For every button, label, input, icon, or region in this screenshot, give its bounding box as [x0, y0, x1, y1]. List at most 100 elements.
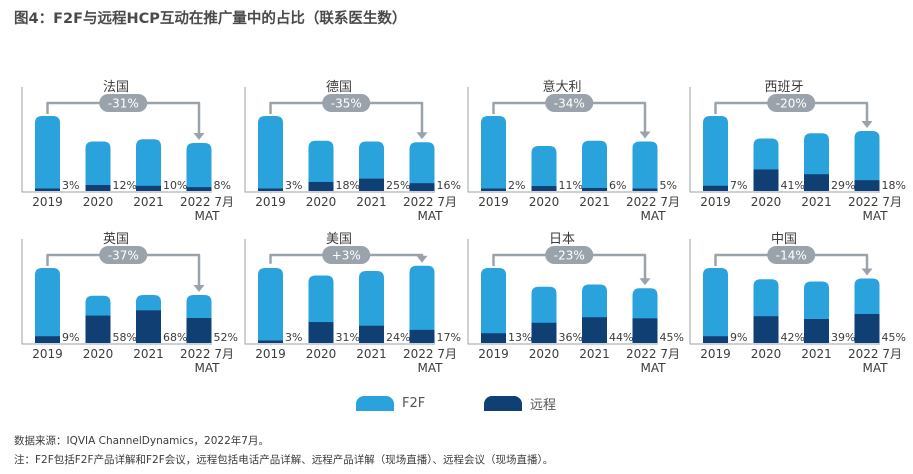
figure-title: 图4：F2F与远程HCP互动在推广量中的占比（联系医生数） [14, 11, 407, 27]
bar-f2f [854, 131, 880, 191]
x-tick-label: 2022 7月 [848, 347, 902, 361]
panel-title: 英国 [103, 232, 129, 247]
bar-remote [703, 185, 728, 191]
x-tick-label: 2022 7月 [626, 347, 680, 361]
change-arrow-head [416, 132, 428, 140]
change-label: +3% [332, 249, 361, 263]
remote-share-label: 3% [285, 179, 302, 192]
remote-share-label: 45% [882, 331, 906, 344]
source-note: 数据来源：IQVIA ChannelDynamics，2022年7月。 [14, 435, 269, 447]
x-tick-label: 2019 [478, 347, 509, 361]
bar-f2f [582, 140, 607, 191]
x-tick-label: 2020 [751, 195, 782, 209]
panel-frame [689, 239, 880, 345]
panel-title: 西班牙 [764, 80, 803, 95]
panel-frame [467, 239, 658, 345]
change-label: -14% [776, 249, 807, 263]
change-label: -35% [331, 97, 362, 111]
remote-share-label: 52% [214, 331, 238, 344]
remote-share-label: 6% [609, 179, 626, 192]
change-label: -20% [776, 97, 807, 111]
change-arrow-head [861, 268, 873, 276]
bar-f2f [703, 116, 728, 191]
bar-f2f [481, 116, 506, 191]
x-tick-label: 2021 [579, 195, 610, 209]
x-tick-label: MAT [863, 209, 889, 223]
change-pill [545, 246, 594, 264]
bar-f2f [35, 268, 60, 343]
x-tick-label: 2020 [306, 347, 337, 361]
x-tick-label: MAT [195, 209, 221, 223]
bar-remote [804, 174, 829, 191]
remote-share-label: 41% [781, 179, 805, 192]
change-arrow-head [193, 285, 205, 292]
remote-share-label: 29% [831, 179, 855, 192]
x-tick-label: 2021 [801, 347, 832, 361]
remote-share-label: 10% [163, 179, 187, 192]
remote-share-label: 2% [508, 179, 525, 192]
remote-share-label: 9% [62, 331, 79, 344]
x-tick-label: 2019 [700, 347, 731, 361]
bar-remote [409, 329, 435, 343]
x-tick-label: 2020 [529, 347, 560, 361]
change-pill [99, 94, 148, 112]
panel-title: 日本 [549, 232, 575, 247]
bar-remote [632, 318, 658, 343]
panel-frame [21, 239, 212, 345]
change-pill [767, 94, 816, 112]
bar-f2f [481, 268, 506, 343]
change-arrow-head [639, 131, 651, 139]
panel-title: 法国 [103, 80, 129, 95]
x-tick-label: 2020 [83, 195, 114, 209]
bar-f2f [409, 265, 435, 343]
x-tick-label: MAT [641, 361, 667, 375]
remote-share-label: 18% [882, 179, 906, 192]
bar-f2f [632, 141, 658, 191]
x-tick-label: 2022 7月 [403, 195, 457, 209]
change-arrow-head [193, 133, 205, 140]
bar-remote [85, 185, 111, 191]
x-tick-label: MAT [418, 361, 444, 375]
bar-remote [582, 317, 607, 343]
bar-remote [632, 188, 658, 191]
remote-share-label: 68% [163, 331, 187, 344]
x-tick-label: 2019 [255, 195, 286, 209]
panel-frame [689, 87, 880, 193]
x-tick-label: 2019 [255, 347, 286, 361]
change-arrow-head [861, 121, 873, 128]
legend-remote-swatch [484, 395, 522, 411]
bar-remote [703, 336, 728, 343]
change-pill [322, 94, 371, 112]
remote-share-label: 9% [730, 331, 747, 344]
bar-f2f [258, 268, 283, 343]
bar-remote [186, 318, 212, 343]
remote-share-label: 5% [660, 179, 677, 192]
change-label: -31% [108, 97, 139, 111]
x-tick-label: 2019 [32, 347, 63, 361]
x-tick-label: 2020 [306, 195, 337, 209]
bar-f2f [186, 143, 212, 191]
bar-f2f [136, 139, 161, 191]
bar-remote [308, 181, 334, 191]
remote-share-label: 39% [831, 331, 855, 344]
legend-f2f-swatch [356, 395, 394, 411]
bar-remote [481, 333, 506, 343]
x-tick-label: 2020 [83, 347, 114, 361]
remote-share-label: 42% [781, 331, 805, 344]
change-pill [545, 94, 594, 112]
x-tick-label: MAT [418, 209, 444, 223]
bar-remote [258, 188, 283, 191]
change-label: -37% [108, 249, 139, 263]
change-label: -23% [554, 249, 585, 263]
x-tick-label: 2021 [356, 347, 387, 361]
bar-remote [136, 185, 161, 191]
bar-remote [481, 188, 506, 191]
bar-remote [308, 322, 334, 343]
panel-frame [244, 87, 435, 193]
remote-share-label: 3% [285, 331, 302, 344]
x-tick-label: 2021 [801, 195, 832, 209]
x-tick-label: 2021 [133, 347, 164, 361]
panel-title: 中国 [771, 232, 797, 247]
change-label: -34% [554, 97, 585, 111]
bar-f2f [409, 142, 435, 191]
